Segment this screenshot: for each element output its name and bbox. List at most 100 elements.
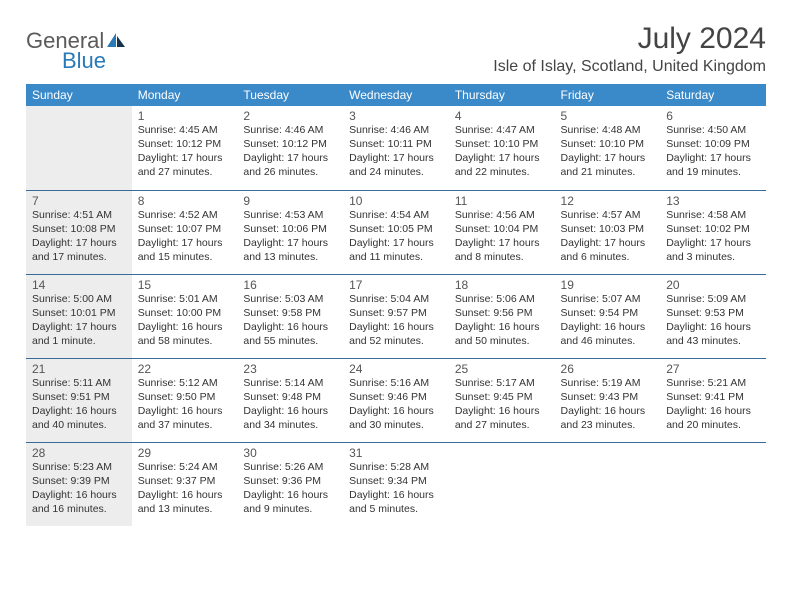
day-number: 8 bbox=[138, 194, 232, 208]
day-info: Sunrise: 5:00 AMSunset: 10:01 PMDaylight… bbox=[32, 293, 126, 348]
calendar-cell: 29Sunrise: 5:24 AMSunset: 9:37 PMDayligh… bbox=[132, 442, 238, 526]
day-info: Sunrise: 4:45 AMSunset: 10:12 PMDaylight… bbox=[138, 124, 232, 179]
day-header: Saturday bbox=[660, 84, 766, 106]
calendar-cell bbox=[555, 442, 661, 526]
day-info: Sunrise: 5:16 AMSunset: 9:46 PMDaylight:… bbox=[349, 377, 443, 432]
calendar-cell: 14Sunrise: 5:00 AMSunset: 10:01 PMDaylig… bbox=[26, 274, 132, 358]
calendar-cell: 1Sunrise: 4:45 AMSunset: 10:12 PMDayligh… bbox=[132, 106, 238, 190]
day-number: 6 bbox=[666, 109, 760, 123]
calendar-row: 21Sunrise: 5:11 AMSunset: 9:51 PMDayligh… bbox=[26, 358, 766, 442]
day-number: 5 bbox=[561, 109, 655, 123]
day-number: 7 bbox=[32, 194, 126, 208]
day-info: Sunrise: 4:56 AMSunset: 10:04 PMDaylight… bbox=[455, 209, 549, 264]
day-number: 2 bbox=[243, 109, 337, 123]
day-number: 28 bbox=[32, 446, 126, 460]
day-info: Sunrise: 4:48 AMSunset: 10:10 PMDaylight… bbox=[561, 124, 655, 179]
day-number: 15 bbox=[138, 278, 232, 292]
calendar-row: 1Sunrise: 4:45 AMSunset: 10:12 PMDayligh… bbox=[26, 106, 766, 190]
day-info: Sunrise: 5:26 AMSunset: 9:36 PMDaylight:… bbox=[243, 461, 337, 516]
day-info: Sunrise: 5:03 AMSunset: 9:58 PMDaylight:… bbox=[243, 293, 337, 348]
day-number: 19 bbox=[561, 278, 655, 292]
location-subtitle: Isle of Islay, Scotland, United Kingdom bbox=[493, 58, 766, 76]
day-info: Sunrise: 4:58 AMSunset: 10:02 PMDaylight… bbox=[666, 209, 760, 264]
calendar-row: 7Sunrise: 4:51 AMSunset: 10:08 PMDayligh… bbox=[26, 190, 766, 274]
day-number: 21 bbox=[32, 362, 126, 376]
calendar-row: 14Sunrise: 5:00 AMSunset: 10:01 PMDaylig… bbox=[26, 274, 766, 358]
calendar-cell: 16Sunrise: 5:03 AMSunset: 9:58 PMDayligh… bbox=[237, 274, 343, 358]
day-header-row: Sunday Monday Tuesday Wednesday Thursday… bbox=[26, 84, 766, 106]
brand-part2: Blue bbox=[62, 48, 106, 74]
calendar-cell: 19Sunrise: 5:07 AMSunset: 9:54 PMDayligh… bbox=[555, 274, 661, 358]
calendar-cell: 7Sunrise: 4:51 AMSunset: 10:08 PMDayligh… bbox=[26, 190, 132, 274]
calendar-cell: 12Sunrise: 4:57 AMSunset: 10:03 PMDaylig… bbox=[555, 190, 661, 274]
calendar-cell: 11Sunrise: 4:56 AMSunset: 10:04 PMDaylig… bbox=[449, 190, 555, 274]
day-number: 22 bbox=[138, 362, 232, 376]
calendar-cell: 13Sunrise: 4:58 AMSunset: 10:02 PMDaylig… bbox=[660, 190, 766, 274]
day-info: Sunrise: 5:01 AMSunset: 10:00 PMDaylight… bbox=[138, 293, 232, 348]
day-info: Sunrise: 4:46 AMSunset: 10:11 PMDaylight… bbox=[349, 124, 443, 179]
day-number: 4 bbox=[455, 109, 549, 123]
day-header: Tuesday bbox=[237, 84, 343, 106]
calendar-cell: 6Sunrise: 4:50 AMSunset: 10:09 PMDayligh… bbox=[660, 106, 766, 190]
calendar-cell: 20Sunrise: 5:09 AMSunset: 9:53 PMDayligh… bbox=[660, 274, 766, 358]
day-info: Sunrise: 4:50 AMSunset: 10:09 PMDaylight… bbox=[666, 124, 760, 179]
day-number: 30 bbox=[243, 446, 337, 460]
calendar-cell: 26Sunrise: 5:19 AMSunset: 9:43 PMDayligh… bbox=[555, 358, 661, 442]
day-number: 3 bbox=[349, 109, 443, 123]
day-header: Monday bbox=[132, 84, 238, 106]
calendar-cell: 3Sunrise: 4:46 AMSunset: 10:11 PMDayligh… bbox=[343, 106, 449, 190]
calendar-cell: 15Sunrise: 5:01 AMSunset: 10:00 PMDaylig… bbox=[132, 274, 238, 358]
calendar-cell: 17Sunrise: 5:04 AMSunset: 9:57 PMDayligh… bbox=[343, 274, 449, 358]
day-info: Sunrise: 4:46 AMSunset: 10:12 PMDaylight… bbox=[243, 124, 337, 179]
calendar-cell: 24Sunrise: 5:16 AMSunset: 9:46 PMDayligh… bbox=[343, 358, 449, 442]
day-header: Wednesday bbox=[343, 84, 449, 106]
day-info: Sunrise: 5:12 AMSunset: 9:50 PMDaylight:… bbox=[138, 377, 232, 432]
day-info: Sunrise: 4:47 AMSunset: 10:10 PMDaylight… bbox=[455, 124, 549, 179]
day-number: 18 bbox=[455, 278, 549, 292]
day-info: Sunrise: 5:24 AMSunset: 9:37 PMDaylight:… bbox=[138, 461, 232, 516]
day-number: 13 bbox=[666, 194, 760, 208]
calendar-cell: 2Sunrise: 4:46 AMSunset: 10:12 PMDayligh… bbox=[237, 106, 343, 190]
day-number: 25 bbox=[455, 362, 549, 376]
day-number: 12 bbox=[561, 194, 655, 208]
day-number: 31 bbox=[349, 446, 443, 460]
day-info: Sunrise: 4:57 AMSunset: 10:03 PMDaylight… bbox=[561, 209, 655, 264]
header: General July 2024 Isle of Islay, Scotlan… bbox=[26, 22, 766, 76]
day-number: 17 bbox=[349, 278, 443, 292]
day-number: 27 bbox=[666, 362, 760, 376]
day-header: Thursday bbox=[449, 84, 555, 106]
calendar-cell: 8Sunrise: 4:52 AMSunset: 10:07 PMDayligh… bbox=[132, 190, 238, 274]
day-number: 14 bbox=[32, 278, 126, 292]
day-number: 24 bbox=[349, 362, 443, 376]
calendar-cell: 22Sunrise: 5:12 AMSunset: 9:50 PMDayligh… bbox=[132, 358, 238, 442]
calendar-cell: 21Sunrise: 5:11 AMSunset: 9:51 PMDayligh… bbox=[26, 358, 132, 442]
calendar-cell bbox=[26, 106, 132, 190]
day-info: Sunrise: 5:14 AMSunset: 9:48 PMDaylight:… bbox=[243, 377, 337, 432]
calendar-cell: 9Sunrise: 4:53 AMSunset: 10:06 PMDayligh… bbox=[237, 190, 343, 274]
day-number: 1 bbox=[138, 109, 232, 123]
calendar-cell: 28Sunrise: 5:23 AMSunset: 9:39 PMDayligh… bbox=[26, 442, 132, 526]
day-info: Sunrise: 5:17 AMSunset: 9:45 PMDaylight:… bbox=[455, 377, 549, 432]
calendar-cell: 18Sunrise: 5:06 AMSunset: 9:56 PMDayligh… bbox=[449, 274, 555, 358]
day-info: Sunrise: 5:06 AMSunset: 9:56 PMDaylight:… bbox=[455, 293, 549, 348]
day-info: Sunrise: 5:21 AMSunset: 9:41 PMDaylight:… bbox=[666, 377, 760, 432]
day-number: 29 bbox=[138, 446, 232, 460]
day-number: 20 bbox=[666, 278, 760, 292]
calendar-cell: 4Sunrise: 4:47 AMSunset: 10:10 PMDayligh… bbox=[449, 106, 555, 190]
day-info: Sunrise: 5:28 AMSunset: 9:34 PMDaylight:… bbox=[349, 461, 443, 516]
calendar-row: 28Sunrise: 5:23 AMSunset: 9:39 PMDayligh… bbox=[26, 442, 766, 526]
day-info: Sunrise: 5:09 AMSunset: 9:53 PMDaylight:… bbox=[666, 293, 760, 348]
calendar-cell: 25Sunrise: 5:17 AMSunset: 9:45 PMDayligh… bbox=[449, 358, 555, 442]
calendar-cell: 27Sunrise: 5:21 AMSunset: 9:41 PMDayligh… bbox=[660, 358, 766, 442]
calendar-cell bbox=[449, 442, 555, 526]
day-info: Sunrise: 4:52 AMSunset: 10:07 PMDaylight… bbox=[138, 209, 232, 264]
day-number: 10 bbox=[349, 194, 443, 208]
calendar-cell bbox=[660, 442, 766, 526]
day-header: Friday bbox=[555, 84, 661, 106]
calendar-cell: 5Sunrise: 4:48 AMSunset: 10:10 PMDayligh… bbox=[555, 106, 661, 190]
day-info: Sunrise: 5:04 AMSunset: 9:57 PMDaylight:… bbox=[349, 293, 443, 348]
day-info: Sunrise: 4:51 AMSunset: 10:08 PMDaylight… bbox=[32, 209, 126, 264]
day-info: Sunrise: 5:11 AMSunset: 9:51 PMDaylight:… bbox=[32, 377, 126, 432]
day-number: 11 bbox=[455, 194, 549, 208]
day-info: Sunrise: 5:23 AMSunset: 9:39 PMDaylight:… bbox=[32, 461, 126, 516]
